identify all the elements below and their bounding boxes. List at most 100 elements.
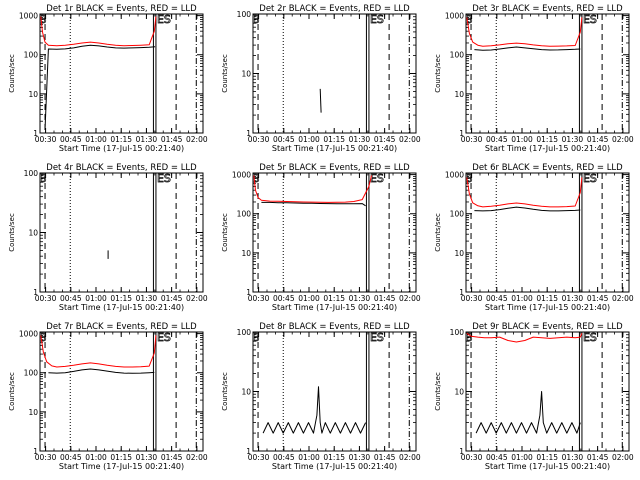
events-series-line xyxy=(48,368,155,374)
x-axis-label: Start Time (17-Jul-15 00:21:40) xyxy=(272,144,397,153)
detector-panel-8: Det 8r BLACK = Events, RED = LLD 1 10 100 00… xyxy=(221,322,421,471)
x-tick-label: 01:45 xyxy=(161,453,183,462)
marker-label-end: ES xyxy=(157,172,171,185)
y-tick-label: 10 xyxy=(454,249,464,258)
x-tick-label: 02:00 xyxy=(612,453,634,462)
x-tick-label: 01:15 xyxy=(536,294,558,303)
x-axis-label: Start Time (17-Jul-15 00:21:40) xyxy=(485,462,610,471)
marker-label-start: B xyxy=(252,331,260,344)
marker-label-end: ES xyxy=(370,331,384,344)
x-tick-label: 01:45 xyxy=(587,294,609,303)
marker-label-start: B xyxy=(465,172,473,185)
x-tick-label: 01:00 xyxy=(298,294,320,303)
y-tick-label: 100 xyxy=(237,210,252,219)
x-tick-label: 01:45 xyxy=(161,294,183,303)
x-tick-label: 02:00 xyxy=(612,135,634,144)
marker-label-end: ES xyxy=(157,331,171,344)
x-tick-label: 01:15 xyxy=(110,453,132,462)
y-axis-label: Counts/sec xyxy=(434,54,442,93)
y-tick-label: 100 xyxy=(24,169,39,178)
y-tick-label: 1 xyxy=(246,447,251,456)
x-tick-label: 00:30 xyxy=(35,135,57,144)
marker-label-end: ES xyxy=(370,172,384,185)
lld-series-line xyxy=(466,177,583,208)
x-tick-label: 01:45 xyxy=(374,135,396,144)
plot-frame xyxy=(39,172,204,293)
x-tick-label: 01:00 xyxy=(85,294,107,303)
plot-frame xyxy=(465,331,630,452)
y-tick-label: 1000 xyxy=(445,171,464,180)
y-axis-label: Counts/sec xyxy=(8,54,16,93)
x-tick-label: 02:00 xyxy=(399,135,421,144)
y-tick-label: 10 xyxy=(454,90,464,99)
y-axis-label: Counts/sec xyxy=(434,213,442,252)
marker-label-start: B xyxy=(39,172,47,185)
detector-panel-3: Det 3r BLACK = Events, RED = LLD 1 10 100 10… xyxy=(434,4,634,153)
detector-panel-5: Det 5r BLACK = Events, RED = LLD 1 10 100 10… xyxy=(221,163,421,312)
x-tick-label: 00:30 xyxy=(248,135,270,144)
x-tick-label: 01:00 xyxy=(511,453,533,462)
x-tick-label: 00:45 xyxy=(486,453,508,462)
panel-title: Det 1r BLACK = Events, RED = LLD xyxy=(46,4,197,14)
x-tick-label: 01:15 xyxy=(536,453,558,462)
plot-frame xyxy=(252,172,417,293)
x-tick-label: 00:30 xyxy=(461,294,483,303)
x-tick-label: 01:45 xyxy=(587,135,609,144)
panel-title: Det 4r BLACK = Events, RED = LLD xyxy=(46,163,197,173)
x-tick-label: 00:45 xyxy=(486,294,508,303)
events-series-line xyxy=(474,206,581,212)
x-tick-label: 01:30 xyxy=(349,294,371,303)
events-series-line xyxy=(44,44,156,130)
events-series-line xyxy=(261,201,366,207)
x-tick-label: 01:00 xyxy=(298,453,320,462)
x-tick-label: 01:00 xyxy=(85,135,107,144)
x-tick-label: 02:00 xyxy=(399,453,421,462)
y-tick-label: 1 xyxy=(33,447,38,456)
marker-label-end: ES xyxy=(583,172,597,185)
x-axis-label: Start Time (17-Jul-15 00:21:40) xyxy=(59,303,184,312)
y-tick-label: 1 xyxy=(459,129,464,138)
x-tick-label: 00:30 xyxy=(461,453,483,462)
x-axis-label: Start Time (17-Jul-15 00:21:40) xyxy=(59,462,184,471)
x-tick-label: 00:30 xyxy=(35,453,57,462)
lld-series-line xyxy=(466,332,583,343)
panel-title: Det 5r BLACK = Events, RED = LLD xyxy=(259,163,410,173)
x-tick-label: 02:00 xyxy=(399,294,421,303)
marker-label-start: B xyxy=(465,331,473,344)
y-axis-label: Counts/sec xyxy=(221,54,229,93)
marker-label-end: ES xyxy=(583,13,597,26)
y-tick-label: 10 xyxy=(241,388,251,397)
y-tick-label: 10 xyxy=(454,388,464,397)
y-tick-label: 100 xyxy=(450,210,465,219)
x-tick-label: 01:00 xyxy=(85,453,107,462)
detector-panel-6: Det 6r BLACK = Events, RED = LLD 1 10 100 10… xyxy=(434,163,634,312)
y-axis-label: Counts/sec xyxy=(8,213,16,252)
y-tick-label: 100 xyxy=(450,328,465,337)
x-tick-label: 01:15 xyxy=(110,294,132,303)
x-tick-label: 01:15 xyxy=(536,135,558,144)
events-series-line xyxy=(319,88,322,113)
x-tick-label: 00:30 xyxy=(248,294,270,303)
y-tick-label: 10 xyxy=(241,70,251,79)
y-tick-label: 1000 xyxy=(19,330,38,339)
x-tick-label: 01:45 xyxy=(374,453,396,462)
marker-label-start: B xyxy=(39,331,47,344)
x-tick-label: 01:45 xyxy=(374,294,396,303)
panel-title: Det 2r BLACK = Events, RED = LLD xyxy=(259,4,410,14)
detector-panel-7: Det 7r BLACK = Events, RED = LLD 1 10 100 10… xyxy=(8,322,208,471)
panel-title: Det 8r BLACK = Events, RED = LLD xyxy=(259,322,410,332)
plot-frame xyxy=(465,172,630,293)
x-tick-label: 02:00 xyxy=(186,135,208,144)
x-tick-label: 01:15 xyxy=(323,294,345,303)
x-tick-label: 01:30 xyxy=(562,294,584,303)
y-tick-label: 100 xyxy=(450,51,465,60)
panel-title: Det 3r BLACK = Events, RED = LLD xyxy=(472,4,623,14)
x-axis-label: Start Time (17-Jul-15 00:21:40) xyxy=(272,462,397,471)
y-tick-label: 10 xyxy=(28,229,38,238)
x-tick-label: 02:00 xyxy=(186,294,208,303)
x-tick-label: 01:00 xyxy=(511,294,533,303)
marker-label-start: B xyxy=(252,172,260,185)
detector-panel-2: Det 2r BLACK = Events, RED = LLD 1 10 100 00… xyxy=(221,4,421,153)
lld-series-line xyxy=(40,335,157,368)
x-tick-label: 01:15 xyxy=(323,453,345,462)
